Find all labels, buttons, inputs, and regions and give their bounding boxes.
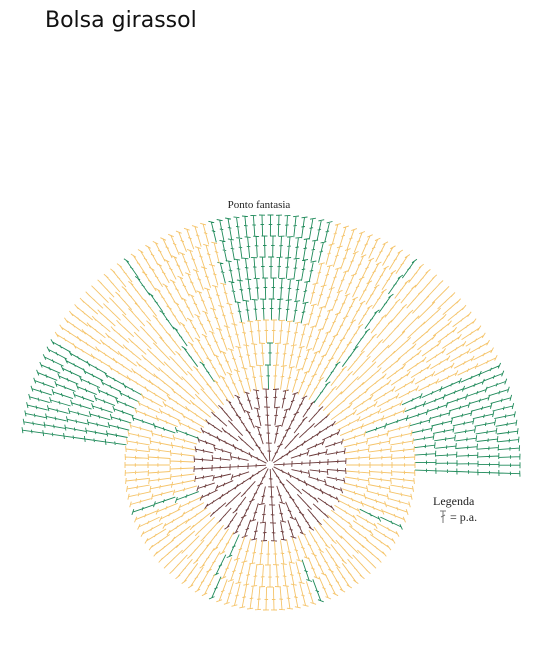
green-stitches [21, 214, 521, 603]
legend-symbol [440, 510, 446, 523]
diagram-label: Ponto fantasia [228, 199, 291, 211]
brown-stitches [193, 388, 347, 542]
legend-entry: = p.a. [450, 510, 477, 524]
title: Bolsa girassol [45, 8, 197, 33]
yellow-stitches [54, 222, 498, 611]
legend-title: Legenda [433, 494, 475, 508]
